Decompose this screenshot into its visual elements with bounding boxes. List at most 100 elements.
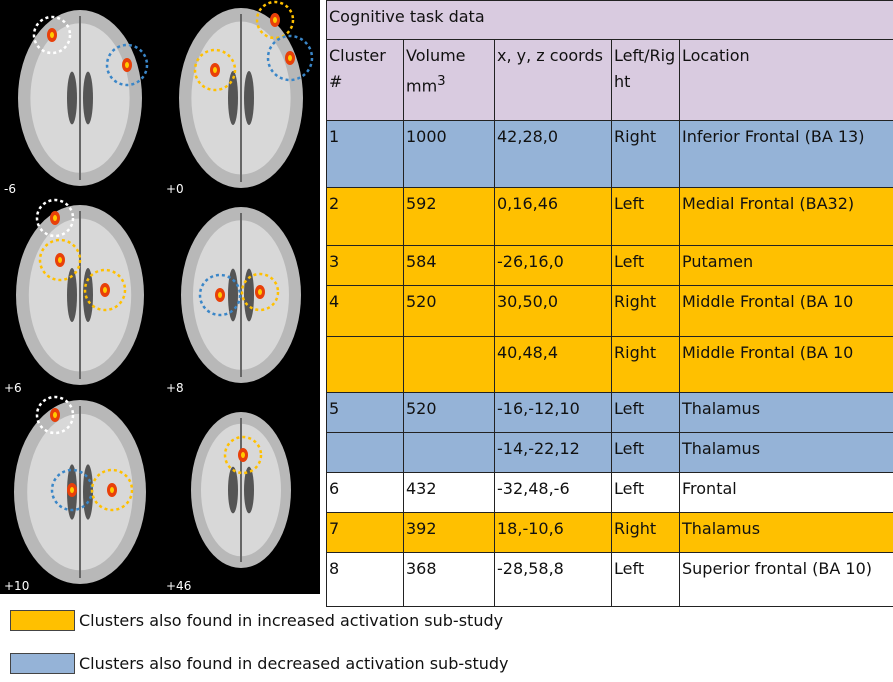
legend-item: Clusters also found in decreased activat…: [10, 653, 509, 674]
table-cell: Middle Frontal (BA 10: [680, 286, 893, 337]
table-cell: Thalamus: [680, 513, 893, 553]
slice-label: -6: [4, 182, 16, 196]
table-cell: 432: [404, 473, 495, 513]
table-cell: [327, 433, 404, 473]
table-cell: [404, 337, 495, 393]
table-cell: Thalamus: [680, 393, 893, 433]
table-title: Cognitive task data: [327, 1, 893, 40]
table-cell: Left: [612, 473, 680, 513]
activation-core: [125, 62, 129, 68]
table-cell: 30,50,0: [495, 286, 612, 337]
table-cell: 368: [404, 553, 495, 607]
table-cell: 584: [404, 246, 495, 286]
table-cell: 0,16,46: [495, 188, 612, 246]
table-cell: 6: [327, 473, 404, 513]
table-cell: -28,58,8: [495, 553, 612, 607]
slice-label: +8: [166, 381, 184, 395]
table-cell: Left: [612, 393, 680, 433]
column-header: x, y, z coords: [495, 40, 612, 121]
activation-core: [288, 55, 292, 61]
table-cell: 592: [404, 188, 495, 246]
title-row: Cognitive task data: [327, 1, 893, 40]
table-cell: 42,28,0: [495, 121, 612, 188]
table-cell: Left: [612, 188, 680, 246]
legend-item: Clusters also found in increased activat…: [10, 610, 503, 631]
header-text: Location: [682, 46, 750, 65]
activation-core: [258, 289, 262, 295]
table-cell: Right: [612, 121, 680, 188]
table-cell: Left: [612, 433, 680, 473]
table-cell: Right: [612, 337, 680, 393]
header-text: x, y, z coords: [497, 46, 603, 65]
column-header: Volume mm3: [404, 40, 495, 121]
activation-core: [241, 452, 245, 458]
table-cell: 520: [404, 393, 495, 433]
column-header: Location: [680, 40, 893, 121]
table-row: 3584-26,16,0LeftPutamen: [327, 246, 893, 286]
table-cell: Right: [612, 286, 680, 337]
slice-label: +10: [4, 579, 29, 593]
table-cell: 392: [404, 513, 495, 553]
table-cell: 40,48,4: [495, 337, 612, 393]
activation-core: [103, 287, 107, 293]
table-cell: Frontal: [680, 473, 893, 513]
brain-panel: -6 +0 +6 +8 +10 +46: [0, 0, 320, 594]
table-cell: -26,16,0: [495, 246, 612, 286]
legend-swatch: [10, 653, 75, 674]
activation-core: [218, 292, 222, 298]
legend-text: Clusters also found in increased activat…: [79, 611, 503, 630]
table-cell: -14,-22,12: [495, 433, 612, 473]
table-cell: 5: [327, 393, 404, 433]
activation-core: [70, 487, 74, 493]
header-text: Left/Right: [614, 46, 675, 91]
table-cell: Medial Frontal (BA32): [680, 188, 893, 246]
ventricle: [228, 71, 238, 125]
activation-core: [58, 257, 62, 263]
table-cell: [404, 433, 495, 473]
table-cell: Superior frontal (BA 10): [680, 553, 893, 607]
table-cell: 7: [327, 513, 404, 553]
table-cell: -16,-12,10: [495, 393, 612, 433]
table-cell: 1000: [404, 121, 495, 188]
header-superscript: 3: [437, 74, 445, 89]
ventricle: [244, 71, 254, 125]
table-cell: Left: [612, 246, 680, 286]
table-cell: Left: [612, 553, 680, 607]
table-cell: Right: [612, 513, 680, 553]
table-cell: Middle Frontal (BA 10: [680, 337, 893, 393]
table-cell: 2: [327, 188, 404, 246]
table-cell: 1: [327, 121, 404, 188]
activation-core: [213, 67, 217, 73]
table-cell: 4: [327, 286, 404, 337]
legend-text: Clusters also found in decreased activat…: [79, 654, 509, 673]
slice-label: +0: [166, 182, 184, 196]
table-cell: 18,-10,6: [495, 513, 612, 553]
table-cell: Thalamus: [680, 433, 893, 473]
table-cell: 3: [327, 246, 404, 286]
table-cell: Putamen: [680, 246, 893, 286]
header-text: Cluster #: [329, 46, 386, 91]
activation-core: [273, 17, 277, 23]
ventricle: [83, 72, 93, 125]
activation-core: [53, 215, 57, 221]
legend-swatch: [10, 610, 75, 631]
table-cell: -32,48,-6: [495, 473, 612, 513]
slice-label: +46: [166, 579, 191, 593]
column-header: Left/Right: [612, 40, 680, 121]
table-cell: Inferior Frontal (BA 13): [680, 121, 893, 188]
slice-label: +6: [4, 381, 22, 395]
table-cell: 8: [327, 553, 404, 607]
table-cell: 520: [404, 286, 495, 337]
activation-core: [53, 412, 57, 418]
header-text: Volume mm: [406, 46, 466, 95]
